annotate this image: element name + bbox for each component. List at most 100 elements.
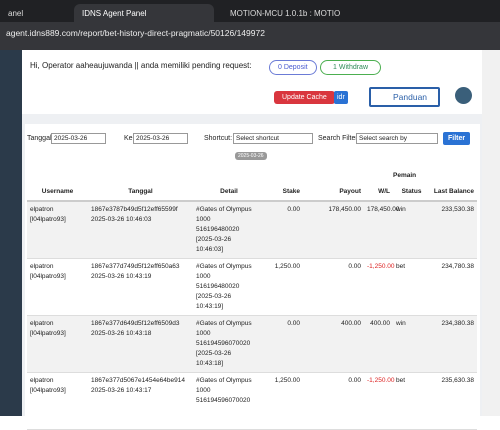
cell-line: [l04lpatro93]	[30, 216, 66, 223]
sidebar	[0, 50, 22, 416]
cell-line: #Gates of Olympus	[196, 320, 252, 327]
bet-table: Pemain Username Tanggal Detail Stake Payout W…	[27, 168, 477, 430]
cell: 235,630.38	[430, 372, 477, 430]
column-header: Stake	[265, 184, 303, 202]
cell: #Gates of Olympus 1000 516196480020 [2025-0…	[193, 258, 265, 316]
url[interactable]: agent.idns889.com/report/bet-history-dir…	[6, 28, 265, 38]
cell: 400.00	[364, 315, 393, 373]
cell: 234,780.38	[430, 258, 477, 316]
cell-line: [l04lpatro93]	[30, 273, 66, 280]
guide-button[interactable]: Panduan	[369, 87, 440, 107]
select[interactable]: Select search by	[356, 133, 438, 144]
cell-line: #Gates of Olympus	[196, 206, 252, 213]
cell-line: elpatron	[30, 263, 54, 270]
cell-line: 2025-03-26 10:43:18	[91, 330, 152, 337]
label: Shortcut:	[204, 135, 233, 142]
label: Search Filter:	[318, 135, 360, 142]
update-cache-button[interactable]: Update Cache	[274, 91, 335, 104]
cell: 400.00	[303, 315, 364, 373]
cell: 1867e377d5067e1454e64be914 2025-03-26 10:…	[88, 372, 193, 430]
cell-line: #Gates of Olympus	[196, 263, 252, 270]
column-header: Status	[393, 184, 430, 202]
cell: 178,450.00	[303, 201, 364, 259]
cell: 1867e377d749d5f12eff650a63 2025-03-26 10:…	[88, 258, 193, 316]
cell: 234,380.38	[430, 315, 477, 373]
cell: #Gates of Olympus 1000 516194596070020	[193, 372, 265, 430]
cell: win	[393, 315, 430, 373]
cell-line: [2025-03-26	[196, 236, 232, 243]
cell: elpatron [l04lpatro93]	[27, 315, 88, 373]
table-row: elpatron [l04lpatro93] 1867e377d649d5f12ef…	[27, 315, 477, 373]
cell-line: 10:43:18]	[196, 360, 224, 367]
cell-line: 1867e377d749d5f12eff650a63	[91, 263, 180, 270]
cell: bet	[393, 258, 430, 316]
cell-line: 10:46:03]	[196, 246, 224, 253]
table-row: elpatron [l04lpatro93] 1867e377d5067e1454e…	[27, 372, 477, 430]
date-input[interactable]: 2025-03-26	[51, 133, 106, 144]
cell-line: 2025-03-26 10:46:03	[91, 216, 152, 223]
column-header: Last Balance	[430, 184, 477, 202]
cell: 0.00	[265, 201, 303, 259]
address-bar	[0, 22, 500, 50]
cell-line: 516194596070020	[196, 340, 251, 347]
cell-line: 516196480020	[196, 226, 240, 233]
cell-line: 2025-03-26 10:43:17	[91, 387, 152, 394]
cell: 1,250.00	[265, 372, 303, 430]
cell: win	[393, 201, 430, 259]
cell-line: elpatron	[30, 206, 54, 213]
cell: bet	[393, 372, 430, 430]
cell-line: 1867e377d649d5f12eff6509d3	[91, 320, 180, 327]
filter-button[interactable]: Filter	[443, 132, 471, 145]
cell-line: 2025-03-26 10:43:19	[91, 273, 152, 280]
scrollbar	[482, 50, 500, 416]
currency: idr	[334, 91, 348, 104]
label: Ke	[124, 135, 133, 142]
cell: #Gates of Olympus 1000 516196480020 [2025-0…	[193, 201, 265, 259]
cell-line: elpatron	[30, 320, 54, 327]
cell: -1,250.00	[364, 258, 394, 316]
deposit-button[interactable]: 0 Deposit	[269, 60, 317, 75]
tab[interactable]: MOTION-MCU 1.0.1b : MOTIO	[230, 9, 341, 18]
cell: #Gates of Olympus 1000 516194596070020 [202…	[193, 315, 265, 373]
cell: 1867e3787b49d5f12eff65599f 2025-03-26 10:…	[88, 201, 193, 259]
column-header: W/L	[364, 184, 393, 202]
withdraw-button[interactable]: 1 Withdraw	[320, 60, 382, 75]
cell: 0.00	[265, 315, 303, 373]
cell-line: elpatron	[30, 377, 54, 384]
cell-line: 1000	[196, 273, 211, 280]
cell-line: 1000	[196, 387, 211, 394]
cell: elpatron [l04lpatro93]	[27, 372, 88, 430]
date-badge: 2025-03-26	[235, 152, 267, 160]
cell-line: [l04lpatro93]	[30, 387, 66, 394]
cell: 233,530.38	[430, 201, 477, 259]
group-header: Pemain	[393, 172, 417, 179]
cell-line: 1000	[196, 216, 211, 223]
cell: 0.00	[303, 372, 364, 430]
cell-line: 516196480020	[196, 283, 240, 290]
cell-line: 516194596070020	[196, 397, 251, 404]
cell: -1,250.00	[364, 372, 394, 430]
cell-line: #Gates of Olympus	[196, 377, 252, 384]
cell-line: [l04lpatro93]	[30, 330, 66, 337]
cell: 1,250.00	[265, 258, 303, 316]
select[interactable]: Select shortcut	[233, 133, 313, 144]
table-row: elpatron [l04lpatro93] 1867e377d749d5f12ef…	[27, 258, 477, 316]
tab[interactable]: anel	[8, 9, 24, 18]
date-input[interactable]: 2025-03-26	[133, 133, 188, 144]
column-header: Payout	[303, 184, 364, 202]
column-header: Username	[27, 184, 88, 202]
label: Tanggal	[27, 135, 52, 142]
cell: 0.00	[303, 258, 364, 316]
cell-line: [2025-03-26	[196, 350, 232, 357]
cell-line: 1867e3787b49d5f12eff65599f	[91, 206, 178, 213]
avatar[interactable]	[455, 87, 472, 104]
column-header: Tanggal	[88, 184, 193, 202]
table-row: elpatron [l04lpatro93] 1867e3787b49d5f12ef…	[27, 201, 477, 259]
cell-line: 1000	[196, 330, 211, 337]
cell-line: [2025-03-26	[196, 293, 232, 300]
tab[interactable]: IDNS Agent Panel	[74, 4, 214, 22]
cell: elpatron [l04lpatro93]	[27, 258, 88, 316]
cell-line: 1867e377d5067e1454e64be914	[91, 377, 185, 384]
cell: 1867e377d649d5f12eff6509d3 2025-03-26 10:…	[88, 315, 193, 373]
